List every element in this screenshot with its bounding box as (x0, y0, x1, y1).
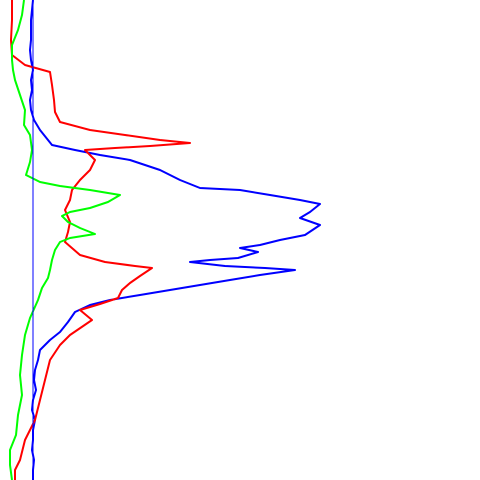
series-line-1 (10, 0, 191, 480)
series-line-2 (9, 0, 121, 480)
series-layer (9, 0, 321, 480)
series-line-0 (29, 0, 321, 480)
